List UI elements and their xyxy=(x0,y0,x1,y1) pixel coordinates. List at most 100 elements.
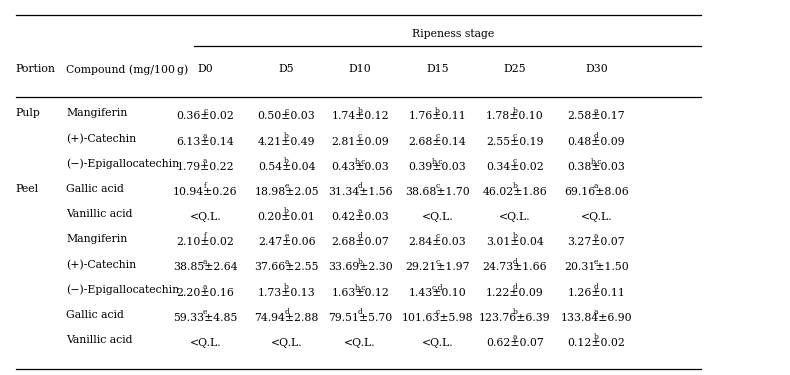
Text: 0.39±0.03: 0.39±0.03 xyxy=(408,162,466,172)
Text: 4.21±0.49: 4.21±0.49 xyxy=(258,136,315,147)
Text: (+)-Catechin: (+)-Catechin xyxy=(66,134,136,144)
Text: 2.81±0.09: 2.81±0.09 xyxy=(331,136,389,147)
Text: f: f xyxy=(204,182,207,190)
Text: 0.42±0.03: 0.42±0.03 xyxy=(331,212,389,222)
Text: a: a xyxy=(358,207,363,215)
Text: a: a xyxy=(513,333,517,341)
Text: Peel: Peel xyxy=(16,184,39,194)
Text: d: d xyxy=(358,182,363,190)
Text: 1.63±0.12: 1.63±0.12 xyxy=(331,288,389,298)
Text: f: f xyxy=(204,232,207,240)
Text: b: b xyxy=(513,106,517,115)
Text: 18.98±2.05: 18.98±2.05 xyxy=(254,187,319,197)
Text: c: c xyxy=(513,132,517,140)
Text: 33.69±2.30: 33.69±2.30 xyxy=(328,262,393,273)
Text: <Q.L.: <Q.L. xyxy=(499,212,531,222)
Text: 10.94±0.26: 10.94±0.26 xyxy=(173,187,238,197)
Text: 6.13±0.14: 6.13±0.14 xyxy=(176,136,234,147)
Text: a: a xyxy=(594,308,599,316)
Text: c: c xyxy=(435,308,440,316)
Text: <Q.L.: <Q.L. xyxy=(581,212,612,222)
Text: 1.74±0.12: 1.74±0.12 xyxy=(331,111,389,122)
Text: c: c xyxy=(203,106,208,115)
Text: 0.48±0.09: 0.48±0.09 xyxy=(567,136,625,147)
Text: 24.73±1.66: 24.73±1.66 xyxy=(483,262,547,273)
Text: 1.76±0.11: 1.76±0.11 xyxy=(408,111,466,122)
Text: c: c xyxy=(435,232,440,240)
Text: 46.02±1.86: 46.02±1.86 xyxy=(483,187,547,197)
Text: e: e xyxy=(284,232,289,240)
Text: Gallic acid: Gallic acid xyxy=(66,310,124,320)
Text: d: d xyxy=(284,308,289,316)
Text: Ripeness stage: Ripeness stage xyxy=(412,30,495,39)
Text: 0.54±0.04: 0.54±0.04 xyxy=(258,162,315,172)
Text: a: a xyxy=(203,283,208,291)
Text: Vanillic acid: Vanillic acid xyxy=(66,335,133,345)
Text: b: b xyxy=(513,232,517,240)
Text: 31.34±1.56: 31.34±1.56 xyxy=(328,187,393,197)
Text: 1.22±0.09: 1.22±0.09 xyxy=(486,288,544,298)
Text: 29.21±1.97: 29.21±1.97 xyxy=(405,262,470,273)
Text: 1.78±0.10: 1.78±0.10 xyxy=(486,111,544,122)
Text: 1.26±0.11: 1.26±0.11 xyxy=(567,288,625,298)
Text: 0.20±0.01: 0.20±0.01 xyxy=(258,212,315,222)
Text: <Q.L.: <Q.L. xyxy=(190,338,221,348)
Text: 2.20±0.16: 2.20±0.16 xyxy=(176,288,235,298)
Text: 1.79±0.22: 1.79±0.22 xyxy=(176,162,234,172)
Text: 1.43±0.10: 1.43±0.10 xyxy=(408,288,466,298)
Text: 2.58±0.17: 2.58±0.17 xyxy=(567,111,625,122)
Text: b: b xyxy=(284,207,289,215)
Text: a: a xyxy=(203,258,208,265)
Text: 2.84±0.03: 2.84±0.03 xyxy=(408,237,466,247)
Text: a: a xyxy=(284,258,289,265)
Text: b: b xyxy=(358,258,363,265)
Text: D15: D15 xyxy=(427,64,449,74)
Text: a: a xyxy=(594,182,599,190)
Text: b: b xyxy=(513,182,517,190)
Text: b: b xyxy=(284,283,289,291)
Text: D30: D30 xyxy=(585,64,608,74)
Text: 2.55±0.19: 2.55±0.19 xyxy=(487,136,544,147)
Text: a: a xyxy=(203,132,208,140)
Text: <Q.L.: <Q.L. xyxy=(344,338,376,348)
Text: Mangiferin: Mangiferin xyxy=(66,234,127,244)
Text: 79.51±5.70: 79.51±5.70 xyxy=(328,313,393,323)
Text: b: b xyxy=(358,106,363,115)
Text: b,c: b,c xyxy=(355,283,366,291)
Text: b,c: b,c xyxy=(432,157,443,165)
Text: 74.94±2.88: 74.94±2.88 xyxy=(254,313,319,323)
Text: 3.27±0.07: 3.27±0.07 xyxy=(567,237,625,247)
Text: b: b xyxy=(435,106,440,115)
Text: (−)-Epigallocatechin: (−)-Epigallocatechin xyxy=(66,285,179,295)
Text: d: d xyxy=(594,132,599,140)
Text: (−)-Epigallocatechin: (−)-Epigallocatechin xyxy=(66,159,179,170)
Text: Pulp: Pulp xyxy=(16,108,40,118)
Text: a: a xyxy=(594,106,599,115)
Text: D25: D25 xyxy=(504,64,526,74)
Text: 69.16±8.06: 69.16±8.06 xyxy=(564,187,629,197)
Text: d: d xyxy=(358,232,363,240)
Text: e: e xyxy=(203,308,208,316)
Text: c,d: c,d xyxy=(432,283,443,291)
Text: 3.01±0.04: 3.01±0.04 xyxy=(486,237,544,247)
Text: 2.10±0.02: 2.10±0.02 xyxy=(176,237,235,247)
Text: c: c xyxy=(358,132,363,140)
Text: c: c xyxy=(513,157,517,165)
Text: 2.68±0.14: 2.68±0.14 xyxy=(408,136,466,147)
Text: 59.33±4.85: 59.33±4.85 xyxy=(173,313,238,323)
Text: b,c: b,c xyxy=(591,157,602,165)
Text: d: d xyxy=(358,308,363,316)
Text: 0.12±0.02: 0.12±0.02 xyxy=(567,338,625,348)
Text: b: b xyxy=(513,308,517,316)
Text: c: c xyxy=(435,182,440,190)
Text: e: e xyxy=(284,182,289,190)
Text: Mangiferin: Mangiferin xyxy=(66,108,127,118)
Text: Vanillic acid: Vanillic acid xyxy=(66,209,133,219)
Text: a: a xyxy=(594,232,599,240)
Text: 37.66±2.55: 37.66±2.55 xyxy=(254,262,319,273)
Text: 2.47±0.06: 2.47±0.06 xyxy=(258,237,315,247)
Text: c: c xyxy=(435,258,440,265)
Text: Gallic acid: Gallic acid xyxy=(66,184,124,194)
Text: b: b xyxy=(594,333,599,341)
Text: b,c: b,c xyxy=(355,157,366,165)
